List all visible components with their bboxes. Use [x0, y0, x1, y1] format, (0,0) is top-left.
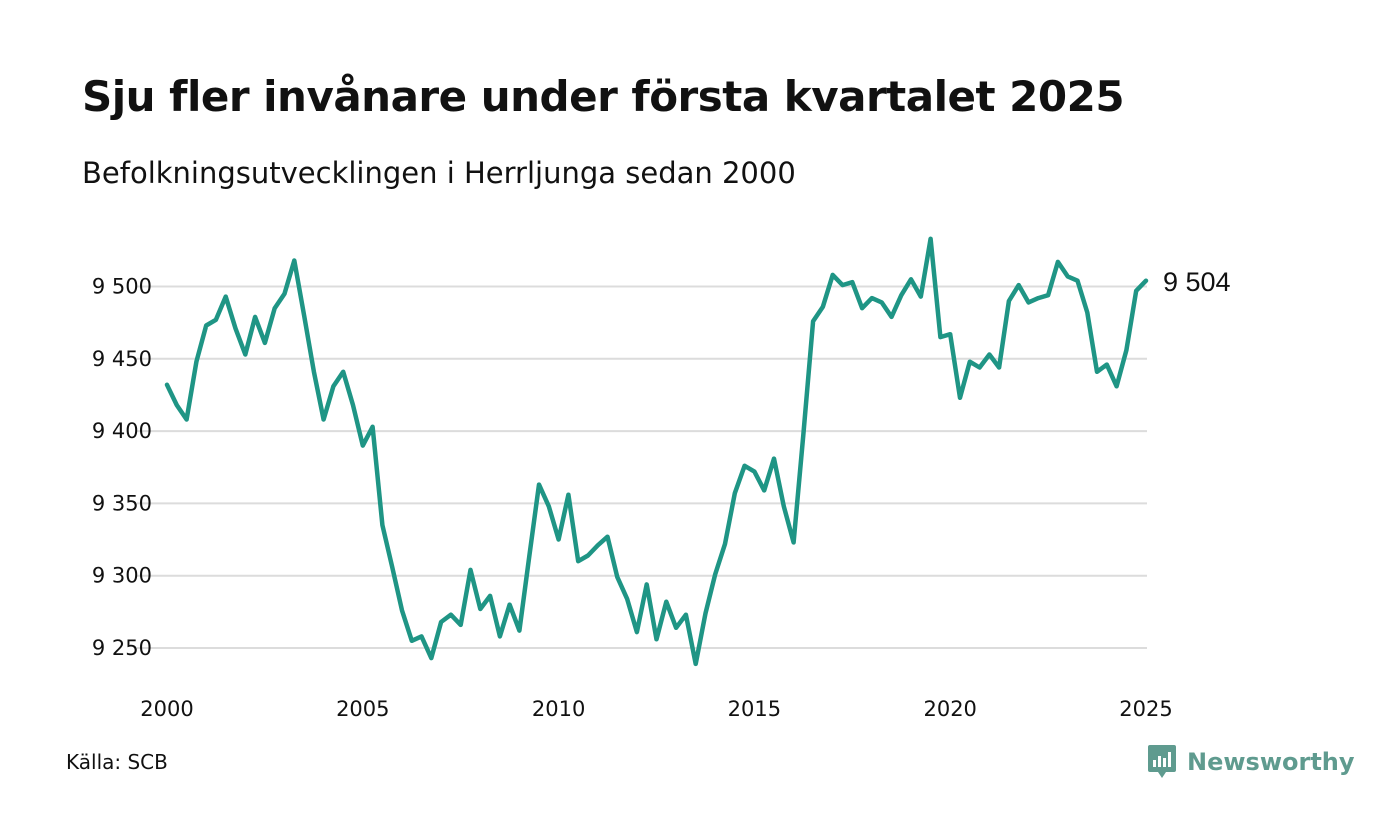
series-line: [164, 236, 1149, 667]
x-axis-ticks: 2000 2005 2010 2015 2020 2025: [140, 697, 1172, 721]
x-tick-label: 2015: [728, 697, 781, 721]
end-value-label: 9 504: [1163, 267, 1231, 297]
x-tick-label: 2010: [532, 697, 585, 721]
x-tick-label: 2020: [923, 697, 976, 721]
y-tick-label: 9 250: [92, 636, 152, 660]
y-tick-label: 9 500: [92, 275, 152, 299]
y-axis-ticks: 9 250 9 300 9 350 9 400 9 450 9 500: [92, 275, 152, 661]
y-tick-label: 9 300: [92, 564, 152, 588]
x-tick-label: 2000: [140, 697, 193, 721]
source-note: Källa: SCB: [66, 750, 168, 774]
y-tick-label: 9 400: [92, 419, 152, 443]
chart-subtitle: Befolkningsutvecklingen i Herrljunga sed…: [82, 156, 796, 190]
brand-logo: Newsworthy: [1147, 743, 1355, 781]
y-tick-label: 9 350: [92, 491, 152, 515]
y-tick-label: 9 450: [92, 347, 152, 371]
newsworthy-logo-icon: [1148, 745, 1176, 778]
x-tick-label: 2005: [336, 697, 389, 721]
brand-name: Newsworthy: [1187, 748, 1355, 776]
gridlines: [137, 285, 1147, 649]
x-tick-label: 2025: [1119, 697, 1172, 721]
series-layer: [164, 236, 1149, 667]
chart-title: Sju fler invånare under första kvartalet…: [82, 72, 1125, 121]
